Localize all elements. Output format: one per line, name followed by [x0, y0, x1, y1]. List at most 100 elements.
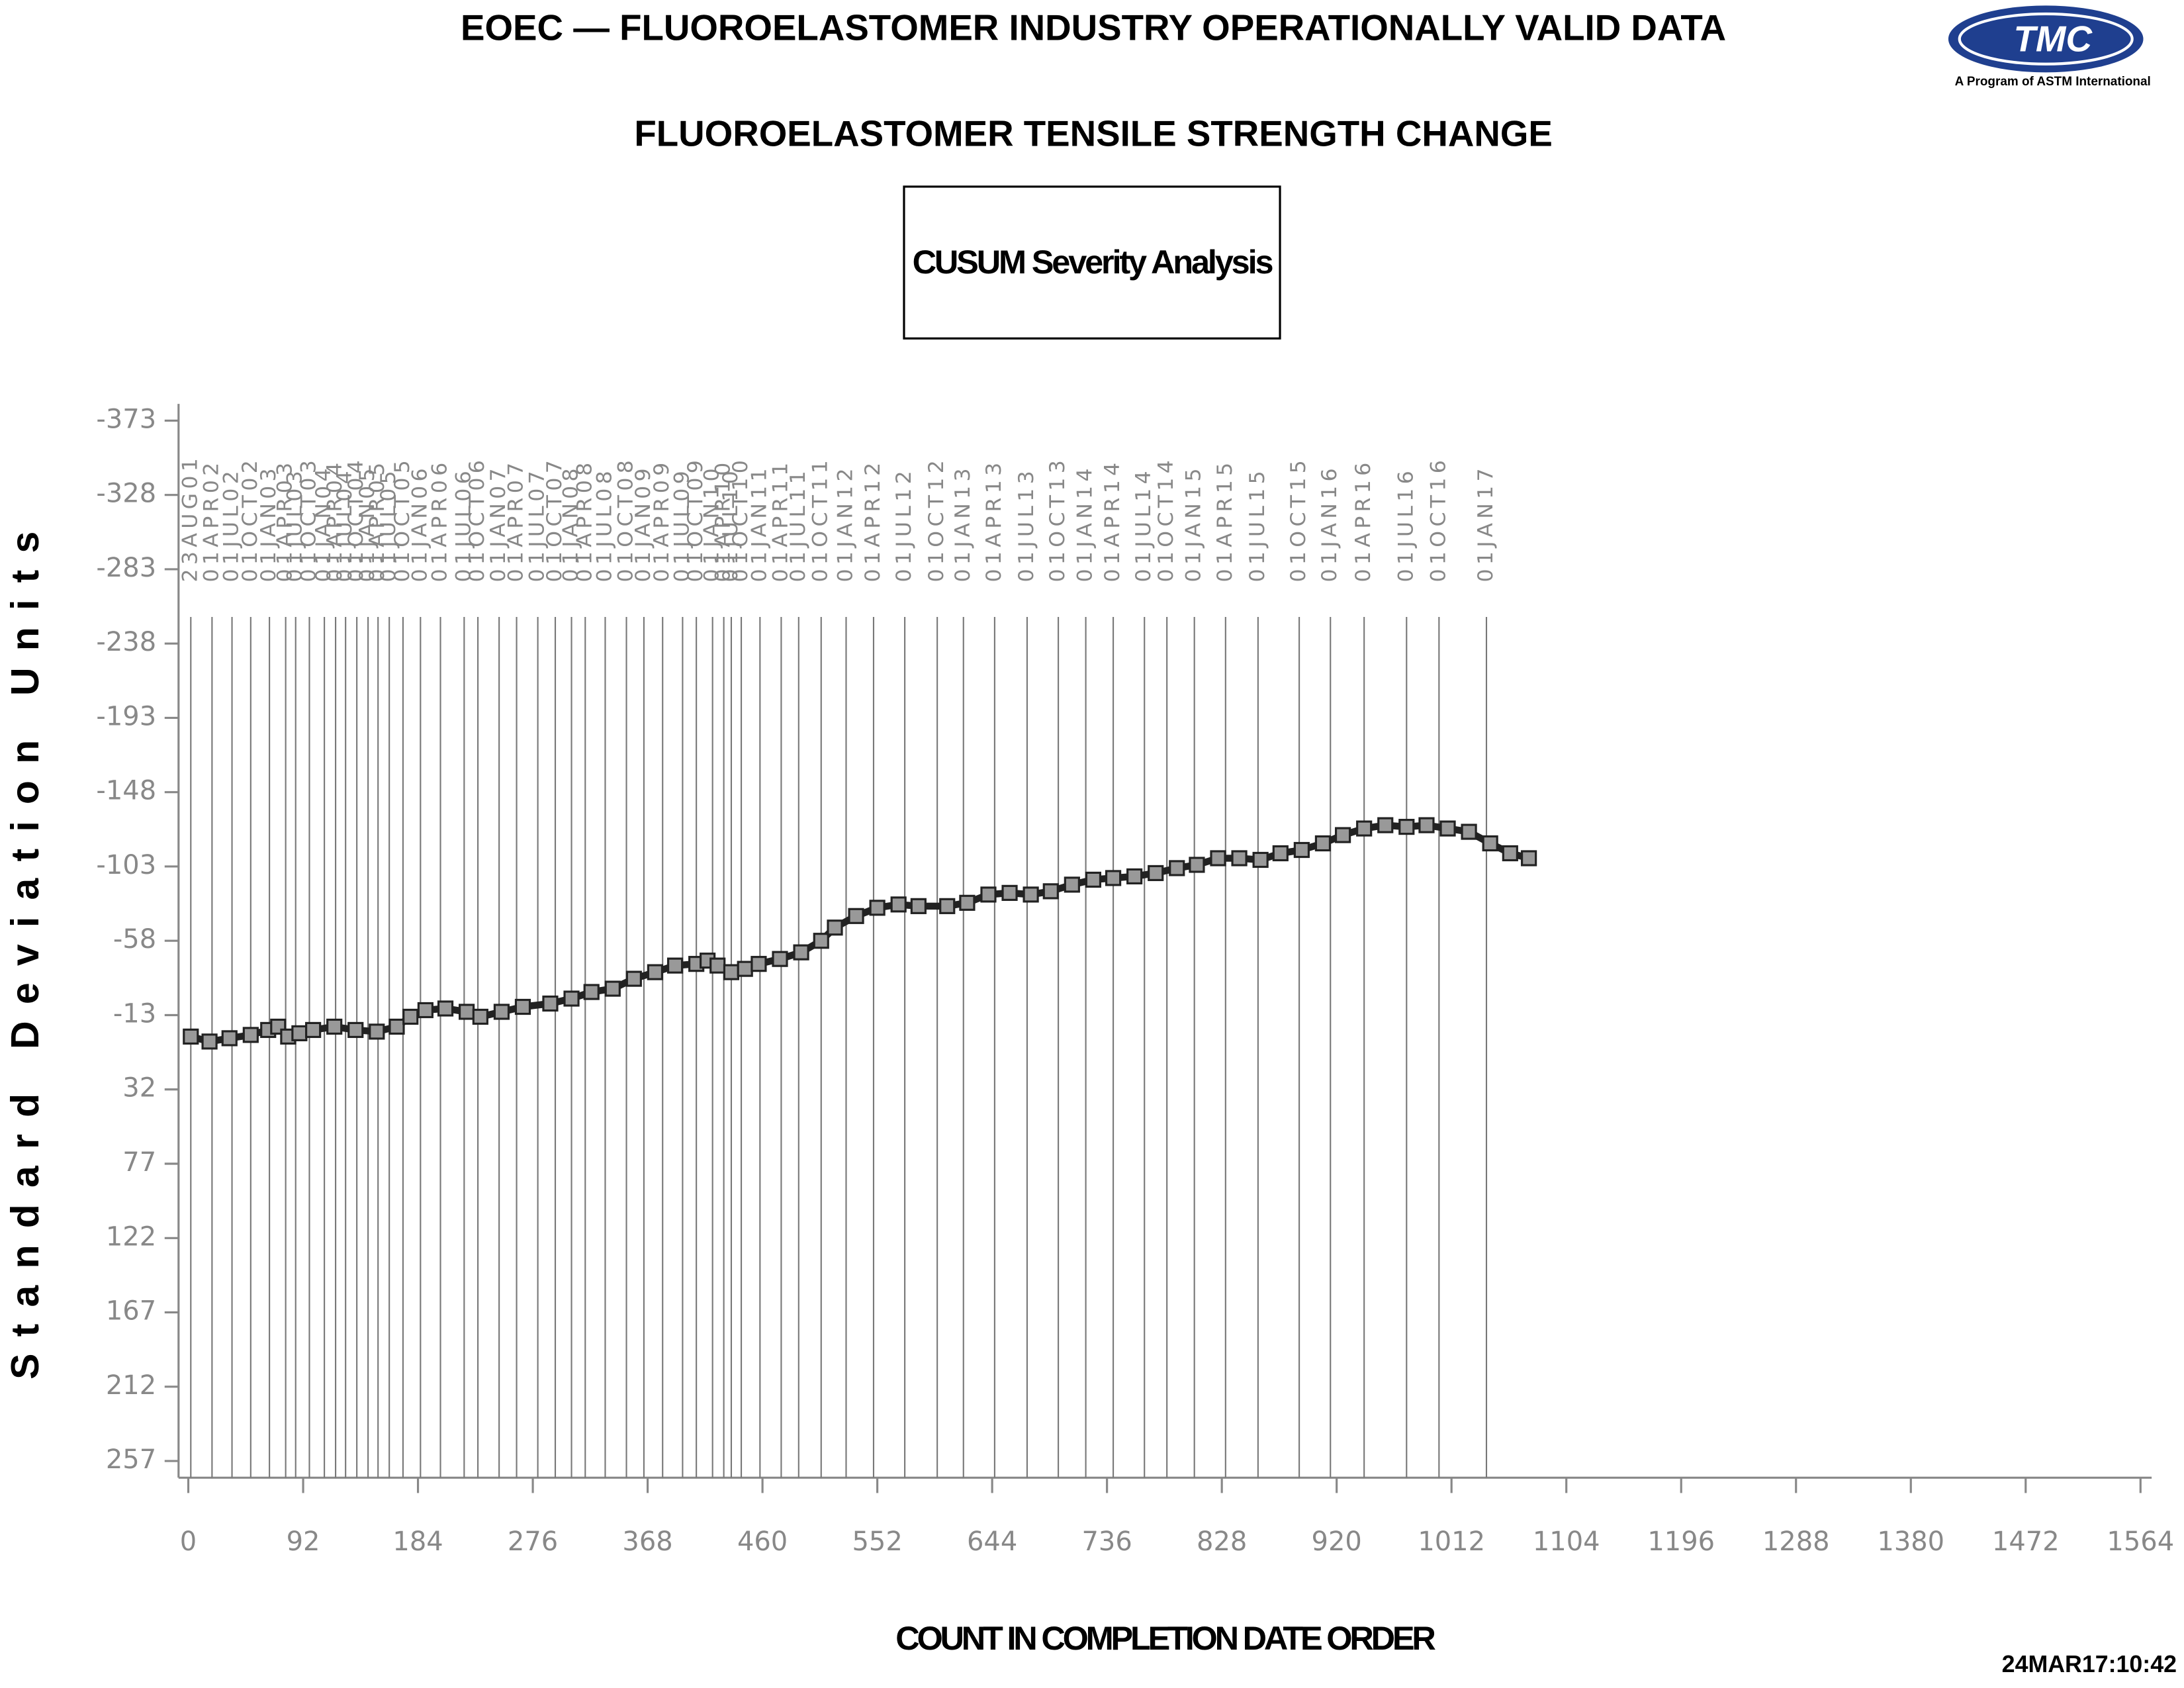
data-point: [542, 995, 559, 1012]
data-point: [793, 944, 809, 961]
data-point: [402, 1008, 419, 1025]
reference-label: 01OCT11: [809, 456, 833, 583]
y-tick-label: -283: [96, 553, 156, 583]
y-tick-label: 167: [106, 1296, 156, 1327]
reference-label: 01JAN07: [486, 464, 510, 582]
data-point: [625, 970, 642, 987]
x-tick-label: 1288: [1762, 1526, 1830, 1557]
data-point: [939, 898, 956, 914]
data-point: [1252, 851, 1269, 868]
data-point: [1521, 850, 1537, 867]
reference-label: 01OCT08: [614, 456, 638, 583]
reference-label: 01APR15: [1213, 458, 1237, 582]
data-point: [709, 957, 726, 974]
data-point: [1189, 857, 1205, 873]
reference-label: 01JAN11: [747, 464, 771, 582]
data-point: [813, 933, 829, 949]
x-tick-label: 1472: [1992, 1526, 2060, 1557]
x-tick-label: 92: [287, 1526, 320, 1557]
data-point: [848, 908, 864, 924]
y-tick-label: -238: [96, 627, 156, 657]
x-tick-label: 828: [1197, 1526, 1247, 1557]
data-point: [1356, 820, 1373, 837]
data-point: [1502, 845, 1518, 862]
logo-caption: A Program of ASTM International: [1955, 75, 2151, 89]
data-point: [347, 1021, 364, 1039]
reference-label: 01APR04: [323, 458, 347, 582]
reference-label: 01JUL12: [892, 467, 916, 582]
data-point: [827, 919, 843, 936]
reference-label: 01APR08: [572, 458, 596, 582]
reference-label: 01JAN05: [355, 464, 379, 582]
x-tick-label: 184: [392, 1526, 443, 1557]
y-tick-label: 257: [106, 1444, 156, 1475]
timestamp: 24MAR17:10:42: [2002, 1651, 2177, 1677]
x-tick-label: 1104: [1533, 1526, 1600, 1557]
y-tick-label: -58: [113, 924, 156, 955]
x-tick-label: 460: [737, 1526, 788, 1557]
data-point: [183, 1028, 199, 1045]
reference-label: 01JUL10: [719, 467, 743, 582]
reference-label: 01JAN14: [1073, 464, 1097, 582]
reference-label: 01APR14: [1101, 458, 1124, 582]
data-point: [1085, 871, 1101, 888]
data-point: [563, 990, 580, 1007]
x-tick-label: 1380: [1877, 1526, 1944, 1557]
data-point: [1001, 884, 1018, 901]
data-point: [583, 984, 600, 1000]
data-point: [291, 1025, 308, 1042]
data-point: [1023, 886, 1039, 903]
reference-label: 01APR03: [273, 458, 297, 582]
reference-label: 01JAN15: [1182, 464, 1206, 582]
reference-label: 01JUL11: [786, 467, 810, 582]
data-point: [1461, 823, 1477, 840]
chart-subtitle: FLUOROELASTOMER TENSILE STRENGTH CHANGE: [634, 113, 1552, 154]
reference-label: 01OCT16: [1426, 456, 1450, 583]
x-tick-label: 1196: [1647, 1526, 1715, 1557]
reference-label: 01OCT06: [465, 456, 489, 583]
reference-label: 01OCT07: [543, 456, 567, 583]
data-point: [737, 961, 753, 977]
label-box: [903, 185, 1281, 340]
data-point: [1210, 850, 1226, 867]
logo-ellipse: [1948, 5, 2144, 73]
reference-label: 01APR07: [504, 458, 528, 582]
reference-label: 01OCT13: [1046, 456, 1069, 583]
data-point: [1126, 868, 1143, 885]
x-tick-label: 276: [508, 1526, 558, 1557]
y-tick-label: -103: [96, 850, 156, 880]
reference-label: 01JUL06: [451, 467, 475, 582]
box-label: CUSUM Severity Analysis: [913, 243, 1273, 281]
chart-title: EOEC — FLUOROELASTOMER INDUSTRY OPERATIO…: [461, 7, 1726, 48]
x-tick-label: 920: [1312, 1526, 1362, 1557]
reference-label: 01JAN16: [1318, 464, 1342, 582]
y-tick-label: 212: [106, 1370, 156, 1401]
data-point: [910, 898, 927, 914]
reference-label: 01JUL15: [1246, 467, 1269, 582]
y-tick-label: -328: [96, 479, 156, 509]
reference-label: 01JAN04: [312, 464, 336, 582]
reference-label: 01APR16: [1351, 458, 1375, 582]
reference-label: 01APR05: [365, 458, 389, 582]
y-tick-label: -148: [96, 776, 156, 806]
reference-label: 01JAN17: [1474, 464, 1498, 582]
reference-label: 01OCT02: [238, 456, 262, 583]
data-point: [459, 1004, 475, 1020]
reference-label: 01JUL05: [377, 467, 400, 582]
reference-label: 01JAN10: [700, 464, 724, 582]
data-point: [1293, 841, 1310, 859]
data-point: [201, 1033, 218, 1050]
data-point: [305, 1021, 322, 1039]
data-point: [1398, 818, 1415, 835]
reference-label: 01APR12: [861, 458, 885, 582]
data-point: [1335, 827, 1351, 843]
data-point: [959, 894, 976, 911]
x-tick-label: 1012: [1418, 1526, 1485, 1557]
reference-label: 01JUL16: [1394, 467, 1418, 582]
data-point: [772, 951, 788, 967]
reference-label: 01OCT15: [1287, 456, 1310, 583]
x-tick-label: 0: [180, 1526, 197, 1557]
data-point: [1482, 835, 1498, 852]
y-tick-label: 77: [122, 1147, 156, 1178]
